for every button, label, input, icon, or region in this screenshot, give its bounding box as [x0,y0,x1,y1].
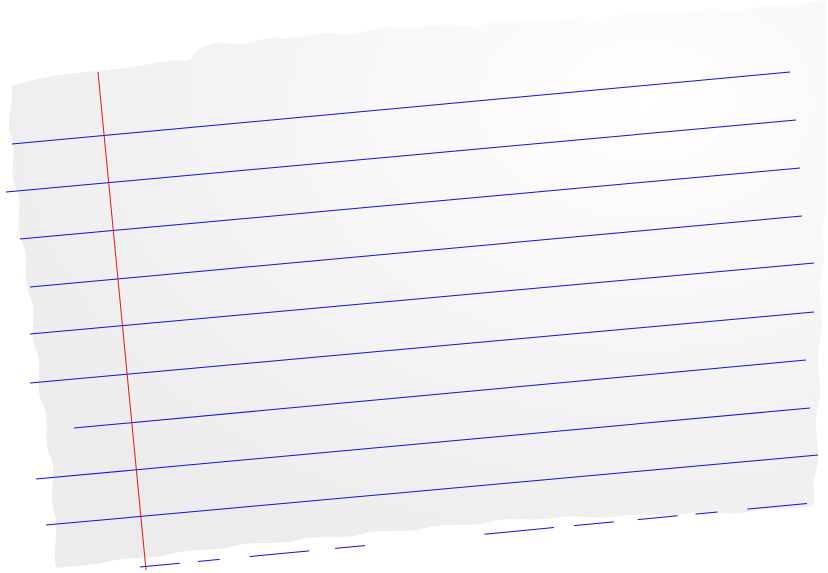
rule-line [73,359,807,429]
torn-paper-sheet [8,0,827,568]
rule-line [29,215,803,288]
rule-line [45,454,819,526]
margin-lines [97,71,147,571]
margin-line [97,71,147,571]
rule-line [35,407,811,480]
rule-line [5,119,797,193]
rule-line [29,311,815,384]
rule-line [139,502,813,568]
rule-line [29,262,815,335]
rule-line [11,71,791,145]
rule-lines [5,71,819,568]
rule-line [19,167,801,240]
